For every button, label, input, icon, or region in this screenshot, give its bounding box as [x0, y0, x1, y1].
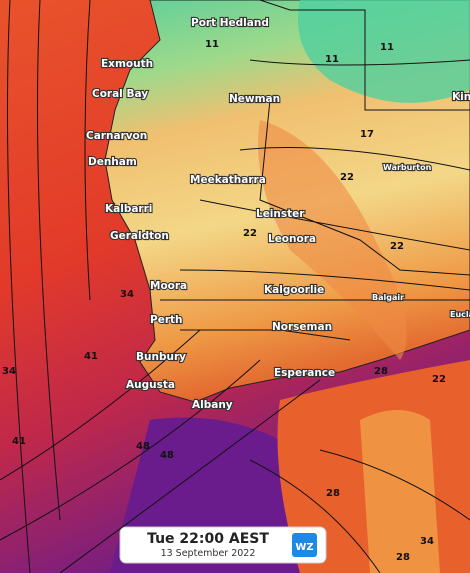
logo: WZ	[295, 542, 313, 553]
contour-label: 22	[243, 228, 257, 239]
place-label: Leonora	[268, 233, 316, 245]
contour-label: 48	[160, 450, 174, 461]
place-label: Geraldton	[110, 230, 169, 242]
contour-label: 22	[340, 172, 354, 183]
place-label: Albany	[192, 399, 233, 411]
contour-label: 11	[205, 39, 219, 50]
borders	[160, 0, 470, 341]
place-label: Kalbarri	[105, 203, 152, 215]
place-label: Balgair	[372, 293, 404, 302]
timestamp-bg	[119, 526, 327, 564]
place-label: Newman	[229, 93, 280, 105]
place-label: Augusta	[126, 379, 175, 391]
contour-label: 34	[2, 366, 16, 377]
labels: Port Hedland Exmouth Coral Bay Newman Kin Car…	[2, 16, 470, 563]
timestamp-box: Tue 22:00 AEST 13 September 2022 WZ	[119, 526, 327, 564]
place-label: Warburton	[383, 163, 432, 172]
timestamp-time: Tue 22:00 AEST	[147, 531, 269, 547]
place-label: Norseman	[272, 321, 332, 333]
contour-label: 34	[120, 289, 134, 300]
place-label: Denham	[88, 156, 137, 168]
place-label: Eucla	[450, 310, 470, 319]
place-label: Carnarvon	[86, 130, 147, 142]
place-label: Kin	[452, 91, 470, 103]
green-zone	[298, 0, 470, 103]
place-label: Leinster	[256, 208, 305, 220]
contour-label: 28	[374, 366, 388, 377]
place-label: Coral Bay	[92, 88, 148, 100]
place-label: Perth	[150, 314, 183, 326]
contour-label: 28	[326, 488, 340, 499]
logo-bg	[292, 533, 317, 557]
contour-label: 11	[380, 42, 394, 53]
contour-label: 22	[390, 241, 404, 252]
place-label: Kalgoorlie	[264, 284, 324, 296]
place-label: Bunbury	[136, 351, 186, 363]
contour-label: 17	[360, 129, 374, 140]
warm-band	[360, 410, 440, 573]
place-label: Exmouth	[101, 58, 153, 70]
contour-label: 28	[396, 552, 410, 563]
contour-label: 34	[420, 536, 434, 547]
place-label: Moora	[150, 280, 187, 292]
place-label: Port Hedland	[191, 17, 269, 29]
contour-label: 22	[432, 374, 446, 385]
contour-label: 11	[325, 54, 339, 65]
contour-label: 41	[84, 351, 98, 362]
contour-label: 41	[12, 436, 26, 447]
place-label: Meekatharra	[190, 174, 266, 186]
place-label: Esperance	[274, 367, 335, 379]
timestamp-date: 13 September 2022	[161, 548, 256, 559]
contour-label: 48	[136, 441, 150, 452]
